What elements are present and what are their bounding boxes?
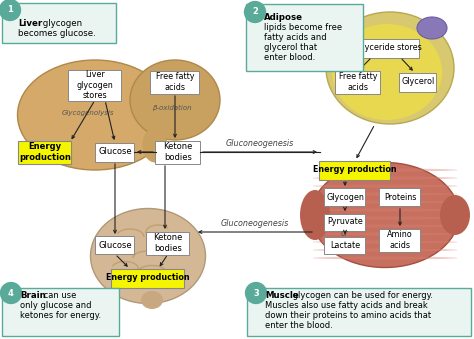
Text: Glycogenolysis: Glycogenolysis bbox=[62, 110, 114, 116]
Ellipse shape bbox=[326, 12, 454, 124]
Text: 2: 2 bbox=[252, 7, 258, 17]
FancyBboxPatch shape bbox=[18, 140, 72, 163]
Ellipse shape bbox=[417, 17, 447, 39]
Text: glycerol that: glycerol that bbox=[264, 43, 317, 53]
Ellipse shape bbox=[312, 257, 457, 259]
FancyBboxPatch shape bbox=[350, 39, 419, 58]
Text: Free fatty
acids: Free fatty acids bbox=[156, 72, 194, 92]
Text: Energy production: Energy production bbox=[313, 165, 397, 175]
Ellipse shape bbox=[18, 60, 173, 170]
Ellipse shape bbox=[141, 291, 163, 309]
Ellipse shape bbox=[300, 190, 330, 240]
FancyBboxPatch shape bbox=[325, 237, 365, 254]
Text: Gluconeogenesis: Gluconeogenesis bbox=[221, 219, 289, 228]
Text: Glycogen: Glycogen bbox=[326, 193, 364, 201]
Ellipse shape bbox=[312, 217, 457, 219]
Text: enter the blood.: enter the blood. bbox=[265, 321, 333, 331]
Ellipse shape bbox=[130, 60, 220, 140]
Text: Liver: Liver bbox=[18, 19, 42, 27]
FancyBboxPatch shape bbox=[246, 4, 363, 71]
FancyBboxPatch shape bbox=[2, 3, 116, 43]
Text: Ketone
bodies: Ketone bodies bbox=[153, 233, 182, 253]
Text: fatty acids and: fatty acids and bbox=[264, 34, 327, 42]
Text: Brain: Brain bbox=[20, 292, 46, 300]
FancyBboxPatch shape bbox=[111, 268, 184, 287]
Ellipse shape bbox=[91, 208, 206, 303]
Text: becomes glucose.: becomes glucose. bbox=[18, 28, 96, 38]
Text: Pyruvate: Pyruvate bbox=[327, 218, 363, 226]
Text: Glucose: Glucose bbox=[98, 147, 132, 157]
Text: glycogen can be used for energy.: glycogen can be used for energy. bbox=[290, 292, 433, 300]
FancyBboxPatch shape bbox=[325, 188, 365, 206]
FancyBboxPatch shape bbox=[95, 142, 135, 161]
FancyBboxPatch shape bbox=[151, 71, 200, 94]
Text: Glucose: Glucose bbox=[98, 240, 132, 250]
Ellipse shape bbox=[312, 177, 457, 179]
FancyBboxPatch shape bbox=[95, 236, 135, 254]
FancyBboxPatch shape bbox=[69, 69, 121, 100]
Text: Energy production: Energy production bbox=[106, 274, 190, 282]
Ellipse shape bbox=[312, 168, 457, 172]
Text: glycogen: glycogen bbox=[40, 19, 82, 27]
Ellipse shape bbox=[311, 162, 459, 267]
FancyBboxPatch shape bbox=[336, 71, 381, 94]
Ellipse shape bbox=[312, 193, 457, 196]
Ellipse shape bbox=[312, 233, 457, 236]
FancyBboxPatch shape bbox=[146, 232, 190, 255]
Text: or: or bbox=[341, 228, 349, 238]
Text: down their proteins to amino acids that: down their proteins to amino acids that bbox=[265, 312, 431, 320]
Text: Amino
acids: Amino acids bbox=[387, 230, 413, 250]
Text: Triglyceride stores: Triglyceride stores bbox=[348, 43, 422, 53]
Text: lipids become free: lipids become free bbox=[264, 23, 342, 33]
Text: 3: 3 bbox=[253, 288, 259, 298]
Ellipse shape bbox=[312, 240, 457, 243]
Text: Adipose: Adipose bbox=[264, 14, 303, 22]
Text: Muscle: Muscle bbox=[265, 292, 299, 300]
Text: enter blood.: enter blood. bbox=[264, 54, 315, 62]
Ellipse shape bbox=[312, 184, 457, 187]
FancyBboxPatch shape bbox=[380, 228, 420, 252]
Text: Free fatty
acids: Free fatty acids bbox=[339, 72, 377, 92]
Ellipse shape bbox=[440, 195, 470, 235]
FancyBboxPatch shape bbox=[155, 140, 201, 163]
Ellipse shape bbox=[312, 224, 457, 227]
Text: Lactate: Lactate bbox=[330, 240, 360, 250]
Ellipse shape bbox=[312, 200, 457, 203]
Text: Ketone
bodies: Ketone bodies bbox=[164, 142, 193, 162]
FancyBboxPatch shape bbox=[380, 188, 420, 206]
Text: Glycerol: Glycerol bbox=[401, 78, 435, 86]
Text: 4: 4 bbox=[8, 288, 14, 298]
Ellipse shape bbox=[312, 248, 457, 252]
Ellipse shape bbox=[143, 127, 167, 162]
FancyBboxPatch shape bbox=[319, 160, 391, 179]
Text: 1: 1 bbox=[7, 5, 13, 15]
Text: only glucose and: only glucose and bbox=[20, 301, 91, 311]
Ellipse shape bbox=[312, 208, 457, 212]
Ellipse shape bbox=[332, 24, 442, 120]
Text: Energy
production: Energy production bbox=[19, 142, 71, 162]
FancyBboxPatch shape bbox=[247, 288, 471, 336]
Text: Muscles also use fatty acids and break: Muscles also use fatty acids and break bbox=[265, 301, 428, 311]
FancyBboxPatch shape bbox=[400, 73, 437, 92]
Text: Gluconeogenesis: Gluconeogenesis bbox=[226, 140, 294, 148]
Text: ketones for energy.: ketones for energy. bbox=[20, 312, 101, 320]
FancyBboxPatch shape bbox=[325, 214, 365, 231]
Text: Proteins: Proteins bbox=[384, 193, 416, 201]
Text: Liver
glycogen
stores: Liver glycogen stores bbox=[77, 70, 113, 100]
FancyBboxPatch shape bbox=[2, 288, 119, 336]
Text: β-oxidation: β-oxidation bbox=[152, 105, 192, 111]
Text: can use: can use bbox=[41, 292, 76, 300]
